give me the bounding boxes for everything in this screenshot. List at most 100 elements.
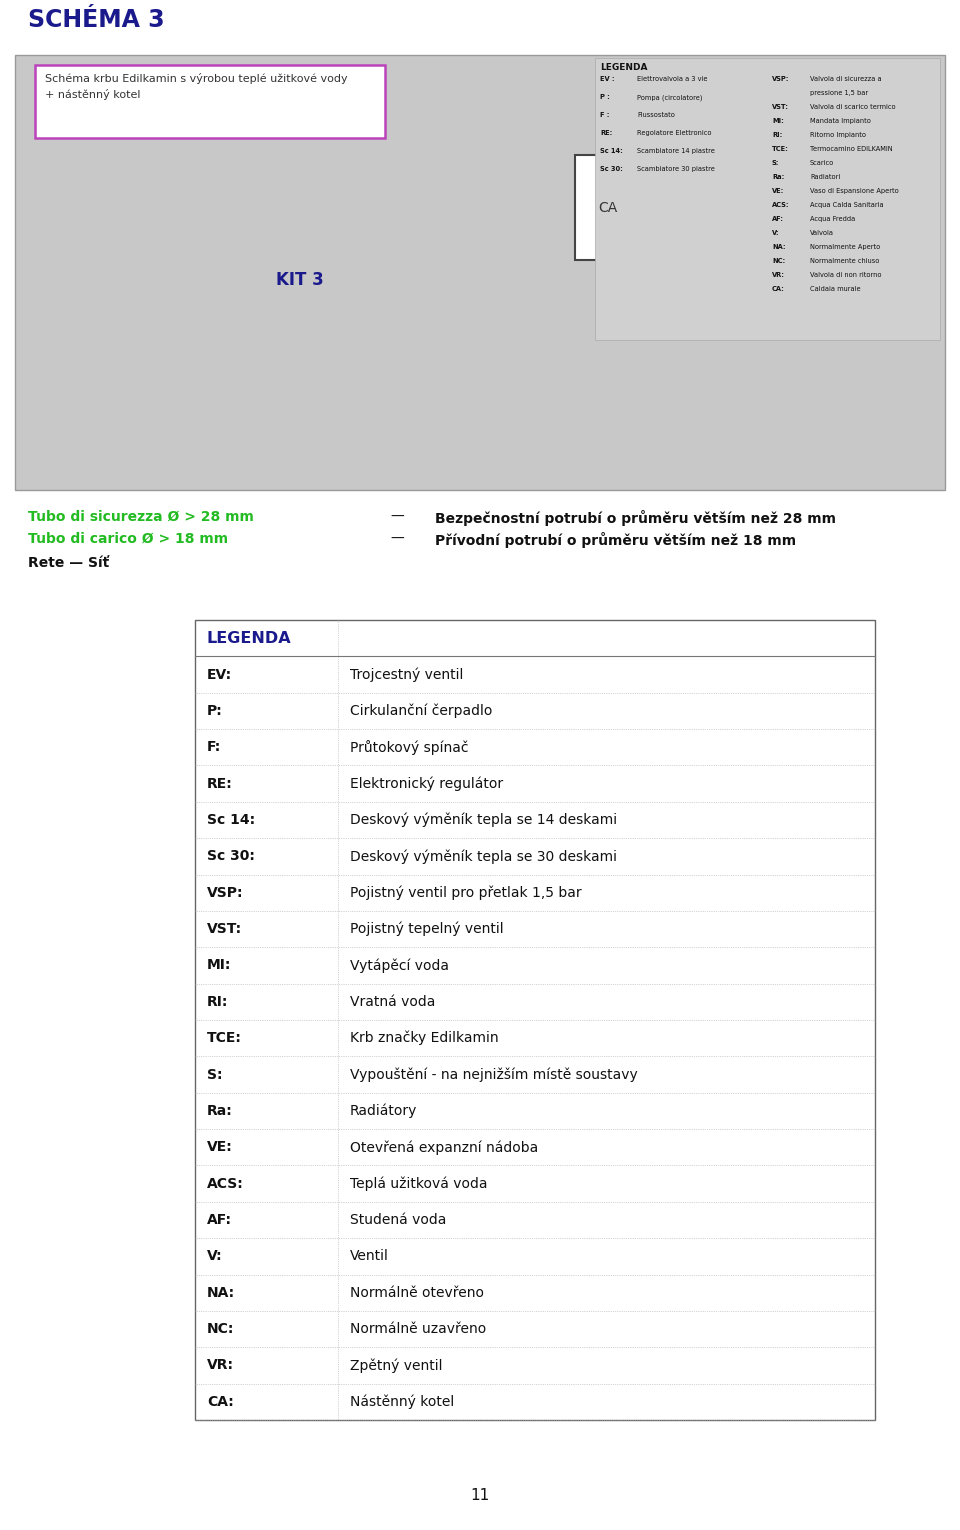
Bar (195, 620, 875, 1420)
Text: VST:: VST: (207, 923, 242, 936)
Text: Valvola: Valvola (810, 230, 834, 236)
Text: RE:: RE: (207, 777, 232, 791)
Text: S:: S: (207, 1068, 223, 1082)
Text: NA:: NA: (207, 1285, 235, 1299)
Text: Elektronický regulátor: Elektronický regulátor (349, 776, 503, 791)
Text: Přívodní potrubí o průměru větším než 18 mm: Přívodní potrubí o průměru větším než 18… (435, 532, 796, 548)
Text: Vypouštění - na nejnižším místě soustavy: Vypouštění - na nejnižším místě soustavy (349, 1068, 637, 1082)
Text: LEGENDA: LEGENDA (600, 63, 647, 72)
Text: Normalmente Aperto: Normalmente Aperto (810, 243, 880, 249)
Text: Trojcestný ventil: Trojcestný ventil (349, 667, 463, 682)
Text: TCE:: TCE: (772, 145, 789, 151)
Text: Valvola di scarico termico: Valvola di scarico termico (810, 104, 896, 110)
Text: LEGENDA: LEGENDA (207, 630, 292, 646)
Text: AF:: AF: (207, 1213, 232, 1227)
Text: Zpětný ventil: Zpětný ventil (349, 1359, 443, 1372)
Text: ACS:: ACS: (772, 202, 790, 208)
Text: Otevřená expanzní nádoba: Otevřená expanzní nádoba (349, 1140, 538, 1155)
Text: Valvola di non ritorno: Valvola di non ritorno (810, 272, 881, 278)
Text: Sc 30:: Sc 30: (600, 165, 623, 171)
Text: Radiatori: Radiatori (810, 174, 840, 181)
Text: VSP:: VSP: (207, 886, 244, 900)
Text: Krb značky Edilkamin: Krb značky Edilkamin (349, 1031, 498, 1045)
Text: Sc 30:: Sc 30: (207, 849, 254, 863)
Text: pressione 1,5 bar: pressione 1,5 bar (810, 90, 868, 96)
Text: S:: S: (772, 161, 780, 165)
Text: Termocamino EDILKAMIN: Termocamino EDILKAMIN (810, 145, 893, 151)
Text: Deskový výměník tepla se 30 deskami: Deskový výměník tepla se 30 deskami (349, 849, 616, 863)
Text: Normálně uzavřeno: Normálně uzavřeno (349, 1322, 486, 1336)
Text: 11: 11 (470, 1487, 490, 1502)
Text: Vaso di Espansione Aperto: Vaso di Espansione Aperto (810, 188, 899, 194)
Text: Regolatore Elettronico: Regolatore Elettronico (637, 130, 711, 136)
Text: VST:: VST: (772, 104, 789, 110)
Bar (15, 55, 945, 490)
Text: Flussostato: Flussostato (637, 112, 675, 118)
Text: EV:: EV: (207, 667, 232, 681)
Text: Cirkulanční čerpadlo: Cirkulanční čerpadlo (349, 704, 492, 718)
Text: RE:: RE: (600, 130, 612, 136)
Text: Pompa (circolatore): Pompa (circolatore) (637, 93, 703, 101)
Text: EV :: EV : (600, 76, 614, 83)
Text: Scambiatore 14 piastre: Scambiatore 14 piastre (637, 148, 715, 155)
Text: Vratná voda: Vratná voda (349, 994, 435, 1008)
Text: NC:: NC: (207, 1322, 234, 1336)
Text: CA:: CA: (772, 286, 785, 292)
Text: Průtokový spínač: Průtokový spínač (349, 741, 468, 754)
Text: RI:: RI: (207, 994, 228, 1008)
Text: Nástěnný kotel: Nástěnný kotel (349, 1394, 454, 1409)
Text: Caldaia murale: Caldaia murale (810, 286, 860, 292)
Text: Sc 14:: Sc 14: (207, 812, 255, 828)
Bar (595, 58, 940, 340)
Text: VR:: VR: (772, 272, 785, 278)
Text: P :: P : (600, 93, 610, 99)
Text: V:: V: (207, 1250, 223, 1264)
Text: Mandata Impianto: Mandata Impianto (810, 118, 871, 124)
Text: Acqua Calda Sanitaria: Acqua Calda Sanitaria (810, 202, 883, 208)
Text: RI:: RI: (772, 132, 782, 138)
Text: Tubo di carico Ø > 18 mm: Tubo di carico Ø > 18 mm (28, 532, 228, 546)
Text: TCE:: TCE: (207, 1031, 242, 1045)
Text: NC:: NC: (772, 259, 785, 265)
Text: Teplá užitková voda: Teplá užitková voda (349, 1177, 488, 1190)
Text: Elettrovalvola a 3 vie: Elettrovalvola a 3 vie (637, 76, 708, 83)
Text: MI:: MI: (207, 958, 231, 973)
Text: CA:: CA: (207, 1395, 233, 1409)
Text: ACS:: ACS: (207, 1177, 244, 1190)
Text: —: — (390, 509, 404, 523)
Text: Ritorno Impianto: Ritorno Impianto (810, 132, 866, 138)
Text: Vytápěcí voda: Vytápěcí voda (349, 958, 448, 973)
Text: Radiátory: Radiátory (349, 1103, 418, 1118)
Text: KIT 3: KIT 3 (276, 271, 324, 289)
Text: Normalmente chiuso: Normalmente chiuso (810, 259, 879, 265)
Text: Sc 14:: Sc 14: (600, 148, 623, 155)
Text: Schéma krbu Edilkamin s výrobou teplé užitkové vody
+ nástěnný kotel: Schéma krbu Edilkamin s výrobou teplé už… (45, 73, 348, 101)
Text: F:: F: (207, 741, 221, 754)
Text: Ra:: Ra: (207, 1105, 232, 1118)
Text: Ventil: Ventil (349, 1250, 389, 1264)
Text: MI:: MI: (772, 118, 784, 124)
Text: Acqua Fredda: Acqua Fredda (810, 216, 855, 222)
Text: SCHÉMA 3: SCHÉMA 3 (28, 8, 164, 32)
Text: Tubo di sicurezza Ø > 28 mm: Tubo di sicurezza Ø > 28 mm (28, 509, 253, 523)
Text: Scarico: Scarico (810, 161, 834, 165)
Text: Normálně otevřeno: Normálně otevřeno (349, 1285, 484, 1299)
Text: P:: P: (207, 704, 223, 718)
Text: Bezpečnostní potrubí o průměru větším než 28 mm: Bezpečnostní potrubí o průměru větším ne… (435, 509, 836, 526)
Text: Pojistný tepelný ventil: Pojistný tepelný ventil (349, 923, 503, 936)
Text: Studená voda: Studená voda (349, 1213, 446, 1227)
Text: —: — (390, 532, 404, 546)
Text: F :: F : (600, 112, 610, 118)
Text: Valvola di sicurezza a: Valvola di sicurezza a (810, 76, 881, 83)
Bar (35, 64, 385, 138)
Text: CA: CA (598, 200, 617, 214)
Text: VE:: VE: (207, 1140, 232, 1154)
Text: Rete — Síť: Rete — Síť (28, 555, 109, 571)
Text: Scambiatore 30 piastre: Scambiatore 30 piastre (637, 165, 715, 171)
Text: NA:: NA: (772, 243, 785, 249)
Text: VR:: VR: (207, 1359, 234, 1372)
Text: AF:: AF: (772, 216, 784, 222)
Text: Ra:: Ra: (772, 174, 784, 181)
Text: VSP:: VSP: (772, 76, 789, 83)
Bar (575, 155, 640, 260)
